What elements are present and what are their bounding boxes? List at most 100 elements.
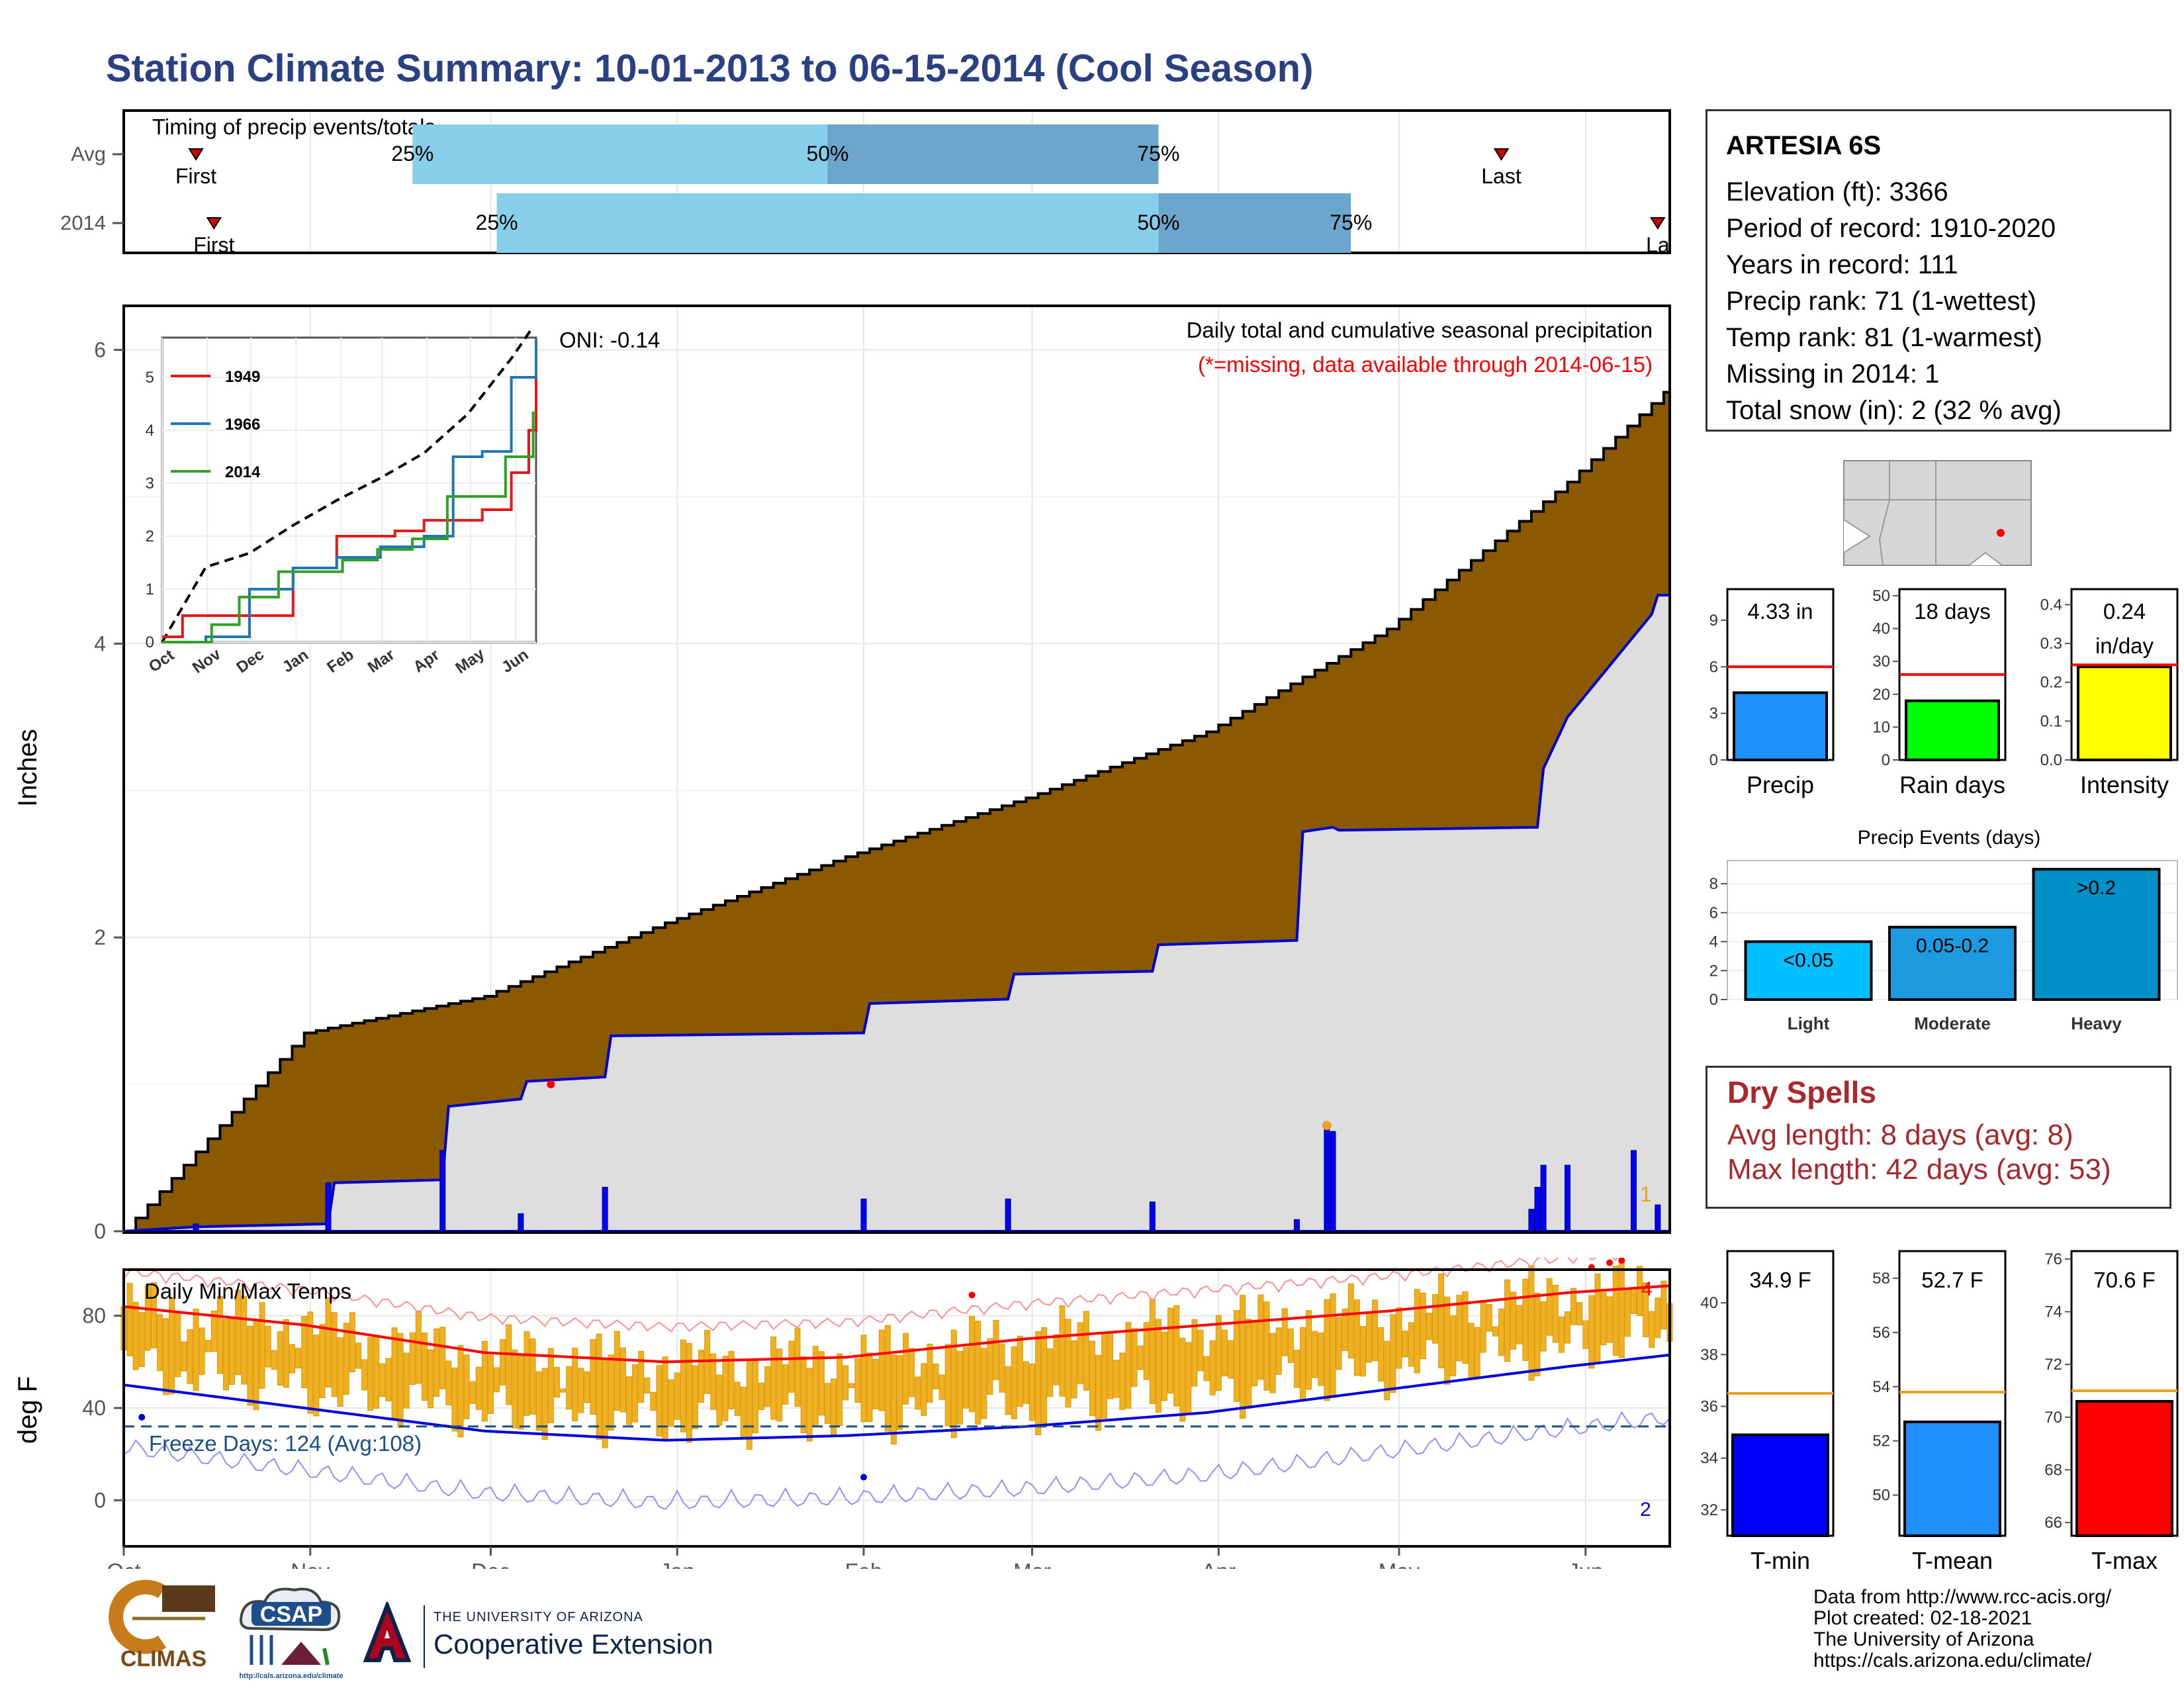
daily-temp-bar (403, 1352, 410, 1409)
precip-events-chart: Precip Events (days) 0 2 4 6 8 <0.05 Light 0.05-… (1709, 827, 2178, 1033)
daily-temp-bar (1528, 1265, 1535, 1381)
daily-temp-bar (457, 1344, 464, 1438)
inset-series-line (162, 340, 537, 643)
dry-spells-title: Dry Spells (1727, 1075, 1876, 1109)
value-bar (2077, 665, 2172, 761)
daily-temp-bar (758, 1382, 764, 1411)
daily-temp-bar (553, 1366, 560, 1398)
dry-spells-avg: Avg length: 8 days (avg: 8) (1727, 1119, 2073, 1151)
record-low-marker (138, 1413, 146, 1421)
daily-temp-bar (1005, 1366, 1011, 1415)
daily-temp-bar (150, 1282, 157, 1348)
daily-temp-bar (1414, 1289, 1420, 1374)
first-event-label: First (193, 233, 234, 257)
daily-temp-bar (126, 1283, 133, 1356)
mini-y-tick: 0 (1882, 751, 1890, 769)
daily-temp-bar (1041, 1327, 1048, 1424)
daily-temp-bar (933, 1363, 939, 1389)
daily-temp-bar (1366, 1312, 1373, 1363)
daily-temp-bar (253, 1319, 259, 1410)
daily-temp-bar (1661, 1280, 1667, 1330)
daily-temp-bar (361, 1359, 368, 1391)
last-event-label: Last (1481, 164, 1522, 188)
daily-temp-bar (596, 1333, 602, 1440)
daily-temp-bar (1293, 1350, 1300, 1388)
mini-y-tick: 0.0 (2040, 751, 2062, 769)
event-range-label: 0.05-0.2 (1916, 935, 1989, 957)
events-title: Precip Events (days) (1858, 827, 2041, 849)
missing-marker (547, 1080, 555, 1089)
bar-count-label: 1 (1640, 1182, 1652, 1206)
daily-temp-bar (1161, 1331, 1167, 1401)
daily-temp-bar (1300, 1327, 1306, 1401)
daily-temp-bar (1119, 1352, 1126, 1410)
daily-temp-bar (506, 1324, 512, 1405)
daily-temp-bar (379, 1363, 386, 1397)
daily-temp-bar (1600, 1291, 1607, 1346)
daily-temp-bar (541, 1368, 548, 1440)
record-low-marker (860, 1474, 868, 1481)
daily-temp-bar (1390, 1314, 1396, 1393)
daily-temp-bar (259, 1302, 265, 1389)
daily-temp-bar (566, 1366, 572, 1410)
inset-legend-label: 2014 (225, 463, 261, 481)
mini-y-tick: 10 (1872, 718, 1890, 736)
daily-temp-bar (1318, 1333, 1324, 1386)
timing-row-label: 2014 (60, 211, 106, 234)
ua-divider (424, 1605, 425, 1668)
station-info-box: ARTESIA 6S Elevation (ft): 3366 Period o… (1706, 109, 2171, 432)
daily-temp-bar (1426, 1313, 1432, 1340)
daily-temp-bar (1155, 1319, 1161, 1413)
mini-y-tick: 0.3 (2040, 635, 2062, 653)
record-high-marker (968, 1291, 976, 1299)
mini-chart-label: T-min (1751, 1547, 1810, 1574)
daily-temp-bar (1540, 1301, 1547, 1352)
daily-precip-bar (193, 1223, 199, 1232)
daily-temp-bar (872, 1358, 879, 1409)
daily-temp-bar (421, 1333, 428, 1401)
daily-temp-bar (969, 1315, 976, 1413)
daily-temp-bar (1637, 1266, 1643, 1317)
y-tick-label: 0 (94, 1488, 106, 1512)
daily-temp-bar (710, 1353, 717, 1410)
daily-precip-bar (1540, 1164, 1547, 1232)
location-map (1843, 460, 2032, 566)
month-label: Dec (471, 1559, 510, 1569)
daily-temp-bar (806, 1368, 813, 1442)
min-count-label: 2 (1640, 1499, 1651, 1521)
daily-temp-bar (547, 1348, 554, 1423)
daily-temp-bar (1582, 1320, 1589, 1349)
timing-iqr-high (827, 124, 1159, 184)
inset-y-tick: 2 (146, 528, 154, 545)
daily-temp-bar (1257, 1294, 1264, 1380)
inset-x-tick: Dec (233, 645, 267, 677)
climas-logo: CLIMAS (109, 1579, 215, 1671)
daily-temp-bar (842, 1365, 849, 1401)
y-tick-label: 40 (82, 1396, 106, 1420)
station-name: ARTESIA 6S (1726, 131, 1882, 160)
daily-temp-bar (1029, 1363, 1036, 1421)
inset-frame (161, 336, 537, 643)
daily-temp-bar (740, 1386, 747, 1439)
daily-temp-bar (608, 1354, 614, 1430)
daily-temp-bar (1408, 1322, 1414, 1367)
daily-temp-bar (1179, 1337, 1186, 1422)
mini-y-tick: 50 (1872, 1487, 1890, 1505)
daily-temp-bar (199, 1327, 205, 1375)
mini-y-tick: 32 (1700, 1501, 1718, 1519)
mini-y-tick: 36 (1700, 1398, 1718, 1416)
timing-p25-label: 25% (391, 142, 433, 165)
daily-temp-bar (481, 1340, 488, 1422)
daily-temp-bar (650, 1391, 657, 1411)
daily-temp-bar (728, 1350, 735, 1409)
mini-chart-label: Intensity (2080, 771, 2169, 798)
daily-temp-bar (987, 1338, 993, 1395)
daily-temp-bar (884, 1325, 891, 1432)
daily-temp-bar (1095, 1354, 1101, 1431)
daily-temp-bar (1384, 1340, 1390, 1401)
value-label: 34.9 F (1749, 1268, 1811, 1292)
mini-y-tick: 58 (1872, 1270, 1890, 1288)
first-event-label: First (175, 164, 216, 188)
daily-temp-bar (163, 1318, 169, 1395)
mini-y-tick: 0.1 (2040, 712, 2062, 730)
